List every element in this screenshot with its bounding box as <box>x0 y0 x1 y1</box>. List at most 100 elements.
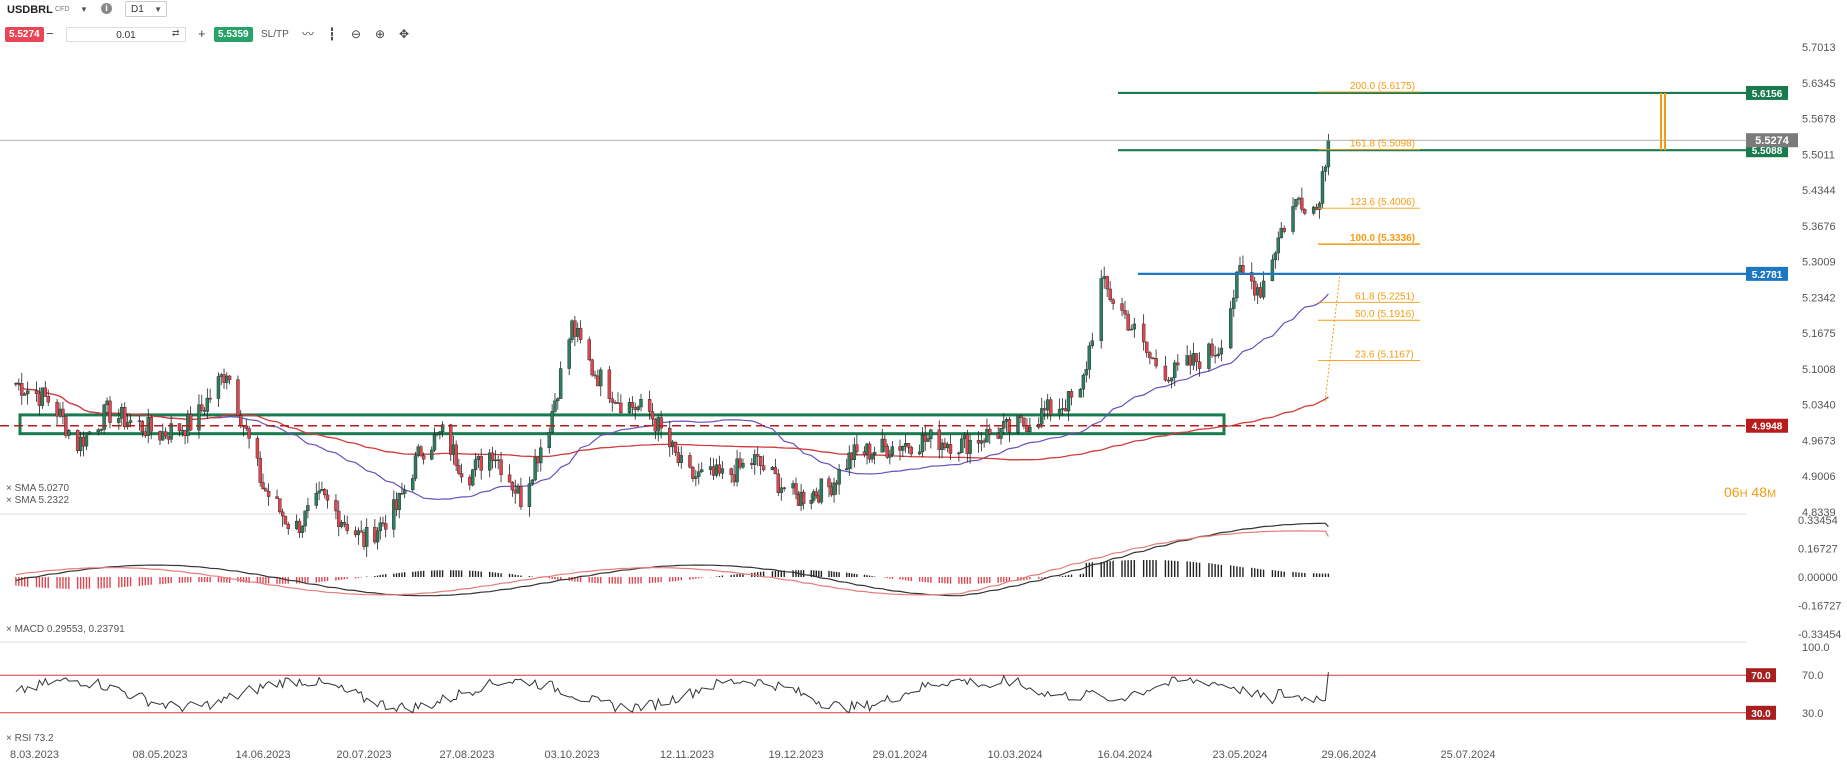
candle <box>1253 276 1257 301</box>
candle <box>1213 345 1217 364</box>
buy-price-button[interactable]: 5.5359 <box>214 27 253 42</box>
candle <box>149 415 153 440</box>
candle-body <box>1213 355 1217 357</box>
zoom-in-icon[interactable]: ⊕ <box>374 27 386 41</box>
candle-body <box>1022 417 1026 426</box>
candle <box>258 451 262 487</box>
candle <box>553 393 557 414</box>
candle <box>940 438 944 459</box>
candle-body <box>1108 288 1112 300</box>
candle <box>847 445 851 476</box>
candle-body <box>1145 341 1149 353</box>
candle-body <box>383 523 388 530</box>
candle-body <box>1048 399 1053 416</box>
candle-body <box>413 455 418 479</box>
candle <box>761 455 766 472</box>
candle-body <box>852 444 857 461</box>
candle-body <box>553 400 557 412</box>
zoom-out-icon[interactable]: ⊖ <box>350 27 362 41</box>
candle-body <box>1040 408 1044 425</box>
candle <box>188 406 193 432</box>
candle-body <box>570 320 574 340</box>
rsi-axis-tick: 30.0 <box>1802 708 1823 720</box>
price-axis-tick: 5.5011 <box>1802 149 1835 161</box>
chevron-down-icon[interactable]: ▼ <box>80 5 88 14</box>
crosshair-icon[interactable]: ✥ <box>398 27 410 41</box>
candle-body <box>1279 228 1283 239</box>
candle <box>1069 388 1074 406</box>
price-axis-tick: 5.5678 <box>1802 114 1836 126</box>
candle-body <box>1120 303 1124 311</box>
candle <box>845 458 849 471</box>
candle-body <box>613 402 617 404</box>
candle-body <box>479 456 483 471</box>
decrease-lot-button[interactable]: − <box>46 26 54 41</box>
candle <box>186 409 190 444</box>
candle-body <box>1111 299 1115 304</box>
candle-body <box>438 431 442 434</box>
candle-body <box>694 476 698 479</box>
candle <box>208 388 212 403</box>
candle-body <box>516 485 520 494</box>
candle <box>1282 225 1286 234</box>
candle <box>573 316 577 347</box>
candle <box>827 475 831 498</box>
line-chart-icon[interactable]: 〰 <box>301 27 314 41</box>
timeframe-select[interactable]: D1 ▼ <box>125 1 167 17</box>
candle-body <box>440 424 445 433</box>
candle <box>1163 355 1168 382</box>
candle <box>359 520 363 533</box>
candle-body <box>996 433 1000 439</box>
candle-body <box>163 431 168 437</box>
candle-body <box>1028 427 1032 433</box>
candle-body <box>890 446 895 456</box>
candle <box>99 428 103 434</box>
date-axis-tick: 14.06.2023 <box>235 749 290 761</box>
candles-icon[interactable]: ┇ <box>328 27 336 41</box>
candle-body <box>87 431 92 434</box>
candle-body <box>855 444 859 452</box>
info-icon[interactable]: i <box>101 3 112 14</box>
candle-body <box>430 449 434 460</box>
candle-body <box>411 478 415 491</box>
candle <box>1057 398 1062 420</box>
candle <box>814 487 818 499</box>
candle-body <box>473 459 478 470</box>
candle-body <box>392 499 396 530</box>
candle <box>519 477 523 510</box>
candle-body <box>814 491 818 497</box>
candle <box>1120 297 1124 317</box>
candle <box>264 487 268 492</box>
candle-body <box>656 417 660 432</box>
increase-lot-button[interactable]: + <box>198 26 206 41</box>
sltp-button[interactable]: SL/TP <box>261 29 289 40</box>
candle-body <box>496 459 500 461</box>
symbol-label[interactable]: USDBRL <box>7 4 53 16</box>
lot-size-input[interactable]: 0.01 <box>66 27 186 42</box>
candle <box>421 452 426 465</box>
candle-body <box>917 451 922 455</box>
candle-body <box>345 524 349 531</box>
candle-body <box>761 465 766 471</box>
candle-body <box>610 398 614 403</box>
date-axis-tick: 12.11.2023 <box>660 749 714 761</box>
date-axis-tick: 29.01.2024 <box>872 749 927 761</box>
date-axis-tick: 23.05.2024 <box>1212 749 1267 761</box>
candle <box>40 387 45 409</box>
candle-body <box>264 488 268 492</box>
candle-body <box>533 457 537 481</box>
candle-body <box>982 440 986 443</box>
candle <box>200 394 204 413</box>
candle-body <box>1176 362 1180 366</box>
sell-price-button[interactable]: 5.5274 <box>5 27 44 42</box>
candle <box>96 428 100 436</box>
candle <box>1255 283 1260 305</box>
candle-body <box>619 402 623 414</box>
candle-body <box>275 496 279 499</box>
candle <box>1105 275 1109 297</box>
candle-body <box>1016 415 1020 433</box>
swap-icon[interactable]: ⇄ <box>172 28 180 38</box>
candle-body <box>929 429 933 439</box>
candle-body <box>490 452 495 461</box>
